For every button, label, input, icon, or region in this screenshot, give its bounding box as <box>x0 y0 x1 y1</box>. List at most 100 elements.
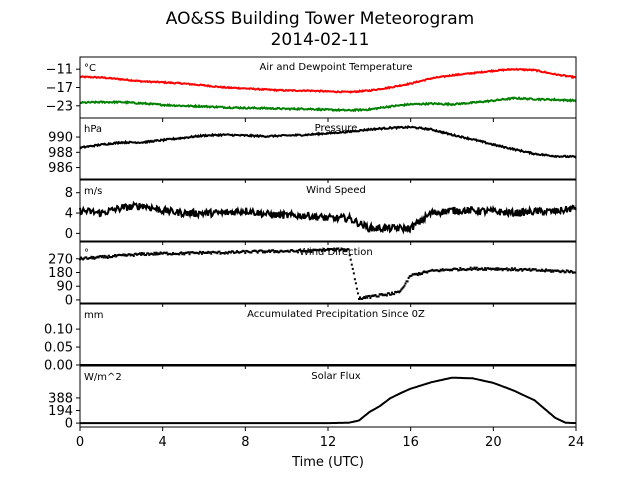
wind-direction-point <box>417 272 420 275</box>
wind-direction-point <box>336 247 339 250</box>
wind-direction-point <box>474 268 477 271</box>
wind-direction-point <box>401 287 404 290</box>
wind-direction-point <box>282 250 285 253</box>
wind-direction-point <box>251 250 254 253</box>
wind-direction-point <box>214 251 217 254</box>
wind-direction-point <box>241 250 244 253</box>
wind-direction-point <box>123 254 126 257</box>
wind-direction-point <box>284 250 287 253</box>
wind-direction-point <box>366 296 369 299</box>
wind-direction-point <box>237 251 240 254</box>
wind-direction-point <box>459 266 462 269</box>
wind-direction-point <box>339 249 342 252</box>
wind-direction-point <box>397 290 400 293</box>
wind-direction-point <box>266 250 269 253</box>
wind-direction-point <box>473 266 476 269</box>
wind-direction-point <box>138 252 141 255</box>
wind-direction-point <box>126 254 129 257</box>
wind-direction-point <box>541 269 544 272</box>
wind-direction-point <box>448 269 451 272</box>
wind-direction-point <box>514 267 517 270</box>
wind-direction-point <box>469 266 472 269</box>
series-line-temperature <box>79 67 576 94</box>
wind-direction-point <box>386 292 389 295</box>
wind-direction-point <box>272 249 275 252</box>
wind-direction-point <box>324 248 327 251</box>
wind-direction-point <box>524 267 527 270</box>
wind-direction-point <box>119 253 122 256</box>
wind-direction-point <box>205 251 208 254</box>
wind-direction-point <box>331 248 334 251</box>
wind-direction-point <box>250 251 253 254</box>
wind-direction-point <box>153 251 156 254</box>
wind-direction-point <box>520 267 523 270</box>
wind-direction-point <box>147 252 150 255</box>
panel-title: Wind Direction <box>299 247 373 258</box>
wind-direction-point <box>255 250 258 253</box>
wind-direction-point <box>565 269 568 272</box>
wind-direction-point <box>432 269 435 272</box>
wind-direction-point <box>137 252 140 255</box>
wind-direction-point <box>150 252 153 255</box>
wind-direction-point <box>206 251 209 254</box>
wind-direction-point <box>294 250 297 253</box>
wind-direction-point <box>516 268 519 271</box>
wind-direction-point <box>418 273 421 276</box>
wind-direction-point <box>393 293 396 296</box>
wind-direction-point <box>453 267 456 270</box>
wind-direction-point <box>532 268 535 271</box>
wind-direction-point <box>531 268 534 271</box>
wind-direction-point <box>134 252 137 255</box>
wind-direction-point <box>471 267 474 270</box>
wind-direction-point <box>118 253 121 256</box>
wind-direction-point <box>452 268 455 271</box>
wind-direction-point <box>571 271 574 274</box>
wind-direction-point <box>422 271 425 274</box>
wind-direction-point <box>406 280 409 283</box>
wind-direction-point <box>292 250 295 253</box>
wind-direction-point <box>349 258 352 261</box>
wind-direction-point <box>525 268 528 271</box>
wind-direction-point <box>381 294 384 297</box>
wind-direction-point <box>236 250 239 253</box>
wind-direction-point <box>271 249 274 252</box>
wind-direction-point <box>80 256 83 259</box>
wind-direction-point <box>117 254 120 257</box>
wind-direction-point <box>507 268 510 271</box>
wind-direction-point <box>333 247 336 250</box>
wind-direction-point <box>385 294 388 297</box>
wind-direction-point <box>247 250 250 253</box>
wind-direction-point <box>447 268 450 271</box>
y-tick-label: −23 <box>46 99 73 114</box>
wind-direction-point <box>466 268 469 271</box>
wind-direction-point <box>351 267 354 270</box>
wind-direction-point <box>542 269 545 272</box>
wind-direction-point <box>539 269 542 272</box>
wind-direction-point <box>156 253 159 256</box>
wind-direction-point <box>572 271 575 274</box>
wind-direction-point <box>319 248 322 251</box>
wind-direction-point <box>135 253 138 256</box>
wind-direction-point <box>110 256 112 259</box>
wind-direction-point <box>298 249 301 252</box>
wind-direction-point <box>551 269 554 272</box>
wind-direction-point <box>210 252 213 255</box>
wind-direction-point <box>568 271 571 274</box>
wind-direction-point <box>213 251 216 254</box>
wind-direction-point <box>325 248 328 251</box>
wind-direction-point <box>342 249 345 252</box>
wind-direction-point <box>488 267 491 270</box>
wind-direction-point <box>145 254 148 257</box>
wind-direction-point <box>204 251 207 254</box>
wind-direction-point <box>217 250 220 253</box>
wind-direction-point <box>230 250 233 253</box>
wind-direction-point <box>360 297 363 300</box>
wind-direction-point <box>221 252 224 255</box>
wind-direction-point <box>527 268 530 271</box>
wind-direction-point <box>372 294 375 297</box>
panel-unit: mm <box>84 310 103 321</box>
wind-direction-point <box>312 248 315 251</box>
wind-direction-point <box>431 268 434 271</box>
panel-unit: °C <box>84 63 96 74</box>
